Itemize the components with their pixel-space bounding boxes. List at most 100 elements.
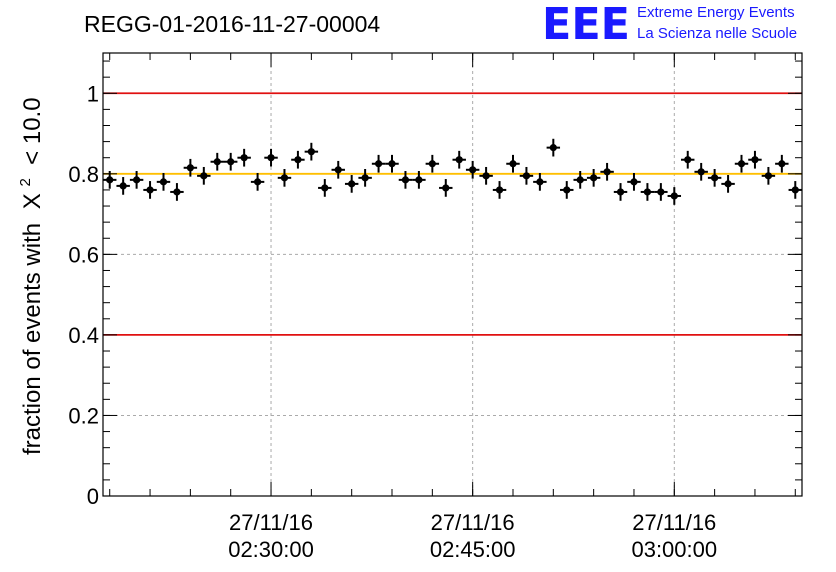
y-tick-label: 1 xyxy=(87,81,99,106)
point-marker xyxy=(764,172,772,180)
point-marker xyxy=(724,180,732,188)
point-marker xyxy=(751,156,759,164)
data-point xyxy=(694,162,708,181)
point-marker xyxy=(630,178,638,186)
point-marker xyxy=(146,186,154,194)
point-marker xyxy=(334,166,342,174)
data-point xyxy=(681,150,695,169)
data-point xyxy=(277,168,292,187)
point-marker xyxy=(213,158,221,166)
y-axis-label-symbol: X xyxy=(19,193,46,209)
y-tick-label: 0.4 xyxy=(68,323,99,348)
point-marker xyxy=(455,156,463,164)
chart-title: REGG-01-2016-11-27-00004 xyxy=(84,11,380,37)
plot-frame xyxy=(102,52,803,497)
x-tick-date: 27/11/16 xyxy=(632,510,716,535)
point-marker xyxy=(159,178,168,186)
x-tick-date: 27/11/16 xyxy=(431,510,515,535)
point-marker xyxy=(509,160,517,168)
point-marker xyxy=(428,160,436,168)
data-point xyxy=(425,154,440,173)
point-marker xyxy=(778,160,786,168)
point-marker xyxy=(253,178,262,186)
point-marker xyxy=(495,186,504,194)
data-point xyxy=(734,154,749,173)
point-marker xyxy=(415,176,423,184)
data-point xyxy=(223,152,238,171)
y-axis-label: fraction of events with X 2 < 10.0 xyxy=(9,97,46,455)
x-tick-labels: 27/11/1602:30:0027/11/1602:45:0027/11/16… xyxy=(228,510,717,562)
point-marker xyxy=(240,154,248,162)
data-point xyxy=(533,173,547,191)
data-point xyxy=(573,170,587,189)
data-point xyxy=(707,168,722,187)
point-marker xyxy=(186,164,194,172)
y-tick-label: 0.2 xyxy=(68,403,99,428)
point-marker xyxy=(670,192,678,200)
data-point xyxy=(748,150,762,169)
y-tick-label: 0 xyxy=(87,484,99,509)
point-marker xyxy=(576,176,584,184)
data-point xyxy=(519,166,534,185)
data-point xyxy=(116,177,130,195)
data-point xyxy=(775,154,789,173)
point-marker xyxy=(119,182,127,190)
data-point xyxy=(560,181,574,199)
data-point xyxy=(452,150,466,169)
point-marker xyxy=(536,178,544,186)
x-tick-time: 02:45:00 xyxy=(430,537,516,562)
point-marker xyxy=(227,158,235,166)
point-marker xyxy=(643,188,652,196)
point-marker xyxy=(563,186,571,194)
point-marker xyxy=(442,184,450,192)
x-tick-time: 03:00:00 xyxy=(631,537,717,562)
data-point xyxy=(627,173,641,191)
y-tick-labels: 0 0.2 0.4 0.6 0.8 1 xyxy=(68,81,99,509)
point-marker xyxy=(616,188,625,196)
data-point xyxy=(654,183,668,201)
data-point xyxy=(385,154,399,173)
point-marker xyxy=(307,148,315,156)
data-point xyxy=(304,142,319,161)
eee-logo-line1: Extreme Energy Events xyxy=(637,4,795,21)
data-point xyxy=(129,170,144,189)
data-point xyxy=(640,183,655,201)
data-point xyxy=(371,154,386,173)
axis-ticks xyxy=(103,53,802,497)
data-point xyxy=(197,166,211,185)
data-point xyxy=(479,166,493,185)
data-point xyxy=(291,150,305,169)
point-marker xyxy=(200,172,208,180)
data-point xyxy=(761,166,776,185)
data-point xyxy=(143,181,157,199)
data-point xyxy=(358,168,372,187)
point-marker xyxy=(603,168,611,176)
data-point xyxy=(398,170,413,189)
point-marker xyxy=(590,174,598,182)
data-point xyxy=(237,148,251,167)
reference-lines xyxy=(103,92,802,336)
data-point xyxy=(667,187,682,205)
point-marker xyxy=(173,188,181,196)
y-axis-label-superscript: 2 xyxy=(17,178,34,186)
eee-logo: EEE Extreme Energy Events La Scienza nel… xyxy=(542,0,797,50)
data-point xyxy=(183,158,198,177)
data-point xyxy=(412,170,426,189)
data-point xyxy=(492,181,507,199)
point-marker xyxy=(133,176,141,184)
point-marker xyxy=(361,174,369,182)
data-point xyxy=(439,179,453,197)
data-point xyxy=(613,183,628,201)
data-point xyxy=(465,160,480,179)
data-point xyxy=(318,179,332,197)
data-point xyxy=(331,160,345,179)
data-point xyxy=(210,152,224,171)
data-point xyxy=(506,154,520,173)
x-tick-time: 02:30:00 xyxy=(228,537,314,562)
point-marker xyxy=(711,174,719,182)
point-marker xyxy=(482,172,490,180)
point-marker xyxy=(348,180,356,188)
data-point xyxy=(546,138,561,157)
eee-logo-line2: La Scienza nelle Scuole xyxy=(637,25,797,42)
